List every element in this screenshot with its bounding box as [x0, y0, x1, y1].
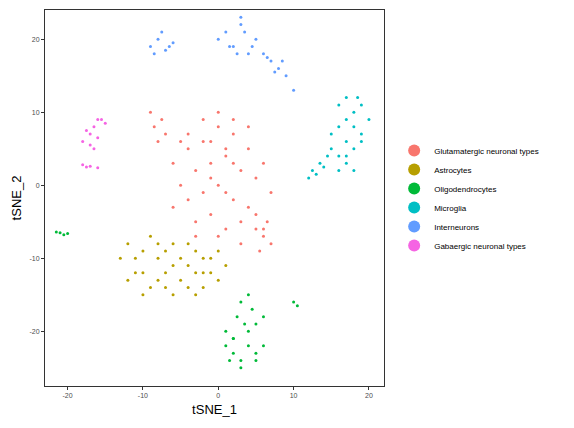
- svg-text:10: 10: [32, 109, 40, 116]
- svg-text:Gabaergic neuronal types: Gabaergic neuronal types: [434, 242, 526, 251]
- svg-text:Microglia: Microglia: [434, 204, 467, 213]
- svg-text:0: 0: [36, 182, 40, 189]
- svg-text:-20: -20: [29, 328, 39, 335]
- svg-text:Oligodendrocytes: Oligodendrocytes: [434, 185, 496, 194]
- svg-text:-10: -10: [138, 392, 148, 399]
- svg-text:Astrocytes: Astrocytes: [434, 166, 471, 175]
- svg-text:Glutamatergic neuronal types: Glutamatergic neuronal types: [434, 147, 539, 156]
- svg-text:tSNE_1: tSNE_1: [192, 402, 237, 417]
- svg-text:10: 10: [290, 392, 298, 399]
- svg-text:-10: -10: [29, 255, 39, 262]
- svg-text:Interneurons: Interneurons: [434, 223, 479, 232]
- svg-text:0: 0: [216, 392, 220, 399]
- svg-text:tSNE_2: tSNE_2: [9, 176, 24, 221]
- svg-text:20: 20: [365, 392, 373, 399]
- svg-text:20: 20: [32, 36, 40, 43]
- svg-text:-20: -20: [63, 392, 73, 399]
